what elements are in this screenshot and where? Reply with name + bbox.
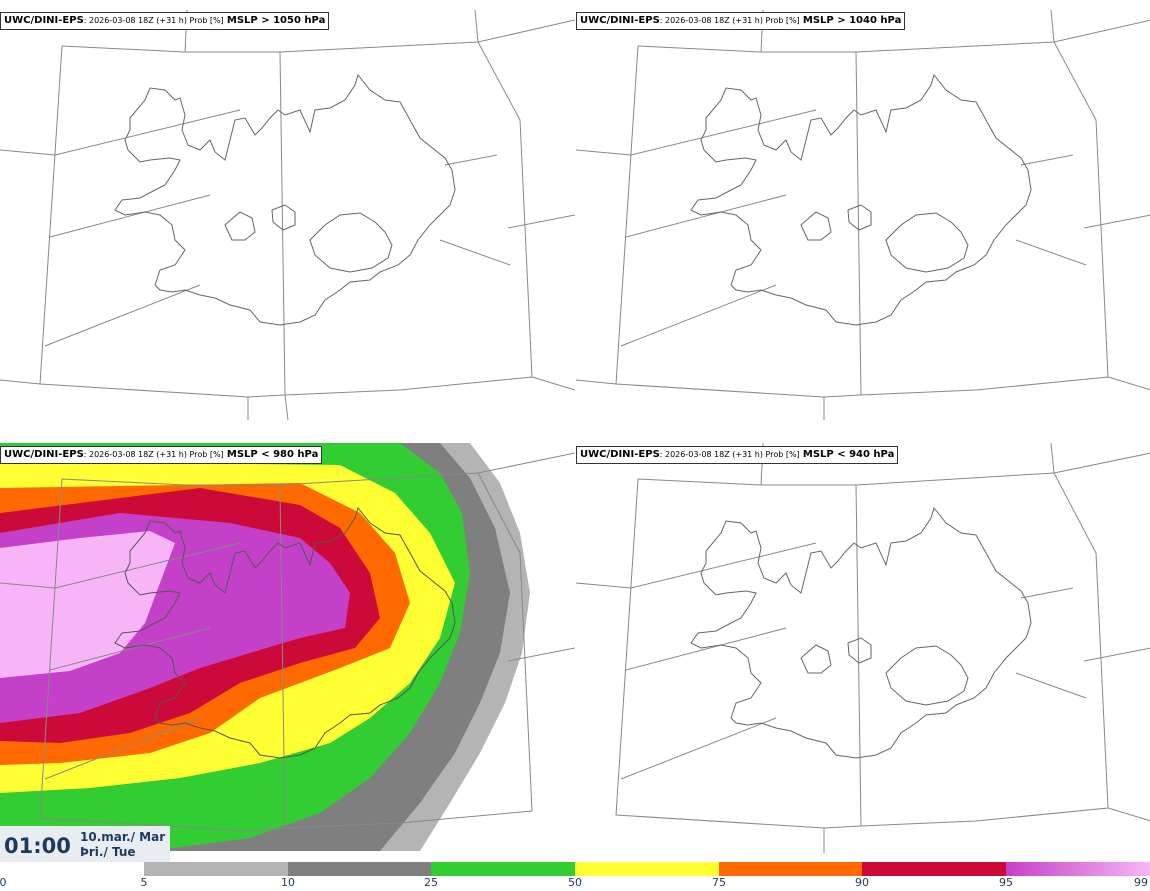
colorbar-seg-0-5 (0, 862, 144, 876)
colorbar-seg-95-99 (1006, 862, 1150, 876)
panel-title: UWC/DINI-EPS: 2026-03-08 18Z (+31 h) Pro… (576, 12, 906, 30)
panel-title: UWC/DINI-EPS: 2026-03-08 18Z (+31 h) Pro… (0, 12, 330, 30)
run-info: : 2026-03-08 18Z (+31 h) Prob [%] (83, 16, 224, 25)
model-name: UWC/DINI-EPS (4, 449, 84, 460)
threshold-label: MSLP < 980 hPa (226, 449, 319, 460)
colorbar-tick: 10 (281, 876, 295, 889)
panel-title: UWC/DINI-EPS: 2026-03-08 18Z (+31 h) Pro… (576, 446, 899, 464)
colorbar-tick: 99 (1134, 876, 1148, 889)
model-name: UWC/DINI-EPS (580, 449, 660, 460)
map-panel-mslp-lt-980: UWC/DINI-EPS: 2026-03-08 18Z (+31 h) Pro… (0, 443, 575, 851)
run-info: : 2026-03-08 18Z (+31 h) Prob [%] (83, 450, 224, 459)
map-panel-mslp-lt-940: UWC/DINI-EPS: 2026-03-08 18Z (+31 h) Pro… (576, 443, 1150, 853)
threshold-label: MSLP > 1040 hPa (802, 15, 902, 26)
threshold-label: MSLP < 940 hPa (802, 449, 895, 460)
valid-date-line1: 10.mar./ Mar (80, 830, 166, 844)
model-name: UWC/DINI-EPS (580, 15, 660, 26)
colorbar-seg-90-95 (862, 862, 1006, 876)
map-canvas (0, 9, 575, 420)
colorbar-seg-10-25 (288, 862, 431, 876)
threshold-label: MSLP > 1050 hPa (226, 15, 326, 26)
panel-title: UWC/DINI-EPS: 2026-03-08 18Z (+31 h) Pro… (0, 446, 323, 464)
map-panel-mslp-gt-1040: UWC/DINI-EPS: 2026-03-08 18Z (+31 h) Pro… (576, 0, 1150, 420)
prob-band-99 (0, 531, 175, 678)
colorbar-seg-50-75 (575, 862, 719, 876)
colorbar-seg-5-10 (144, 862, 288, 876)
valid-time: 01:00 (4, 834, 71, 858)
model-name: UWC/DINI-EPS (4, 15, 84, 26)
valid-date: 10.mar./ Mar Þri./ Tue (80, 830, 165, 860)
colorbar-tick: 50 (568, 876, 582, 889)
colorbar-tick: 90 (855, 876, 869, 889)
valid-date-line2: Þri./ Tue (80, 845, 136, 859)
colorbar-tick: 95 (999, 876, 1013, 889)
colorbar-tick: 5 (140, 876, 148, 889)
run-info: : 2026-03-08 18Z (+31 h) Prob [%] (659, 450, 800, 459)
map-canvas (576, 9, 1150, 420)
colorbar-tick: 25 (424, 876, 438, 889)
valid-time-box: 01:00 10.mar./ Mar Þri./ Tue (0, 826, 170, 866)
map-canvas (0, 443, 575, 851)
colorbar-tick: 0 (0, 876, 7, 889)
colorbar (0, 862, 1150, 876)
colorbar-tick: 75 (712, 876, 726, 889)
colorbar-seg-75-90 (719, 862, 862, 876)
colorbar-seg-25-50 (431, 862, 575, 876)
run-info: : 2026-03-08 18Z (+31 h) Prob [%] (659, 16, 800, 25)
map-canvas (576, 443, 1150, 853)
map-panel-mslp-gt-1050: UWC/DINI-EPS: 2026-03-08 18Z (+31 h) Pro… (0, 0, 575, 420)
